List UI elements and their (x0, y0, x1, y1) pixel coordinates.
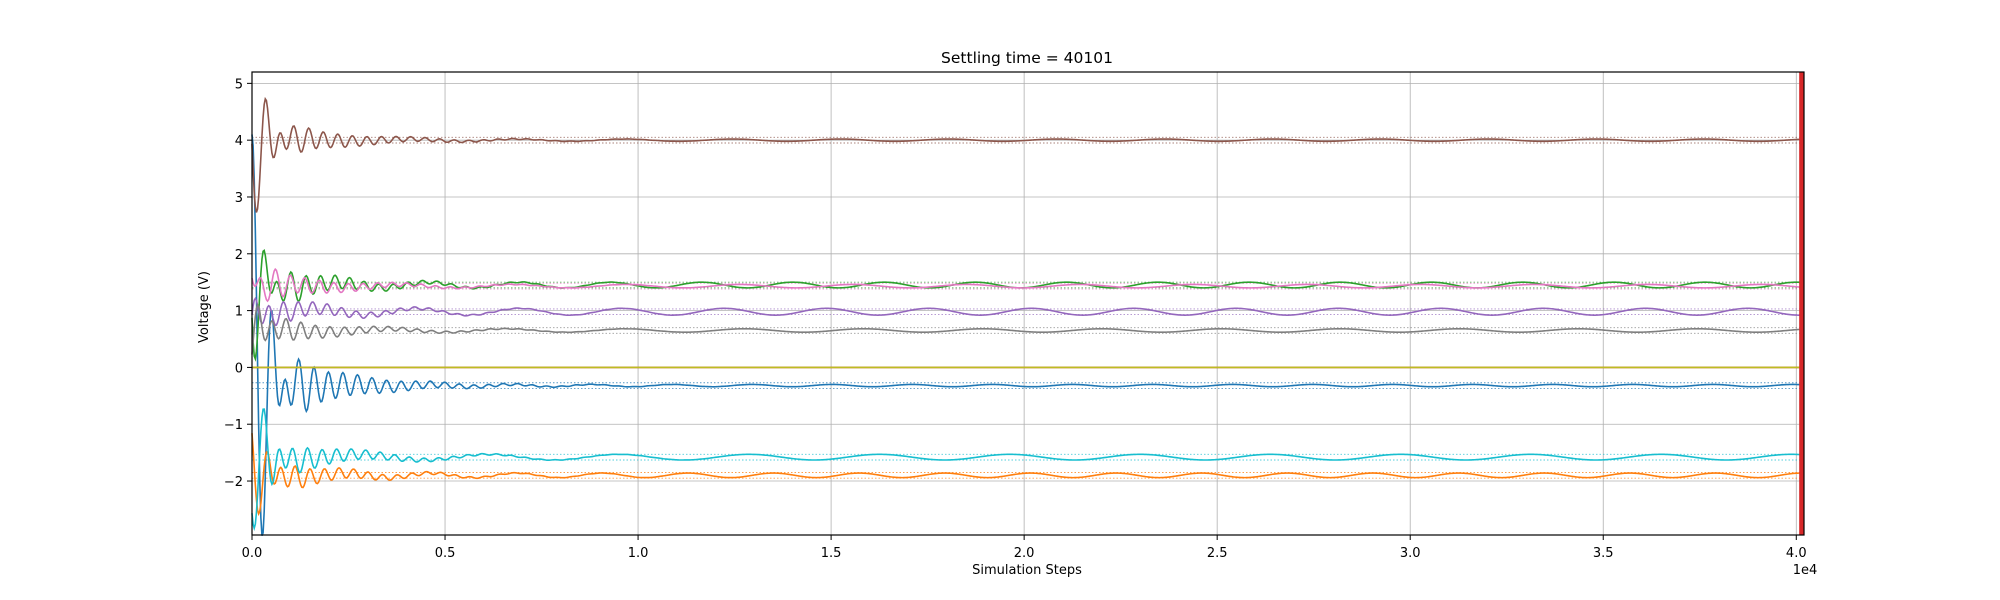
x-tick-label: 4.0 (1786, 546, 1807, 561)
grid (251, 72, 1804, 535)
x-tick-label: 2.0 (1014, 546, 1035, 561)
y-tick-label: 2 (235, 248, 243, 263)
plot-frame (251, 71, 1805, 536)
x-tick-label: 0.0 (242, 546, 263, 561)
y-tick-label: −1 (224, 418, 243, 433)
y-tick-label: 1 (235, 305, 243, 320)
x-axis-offset-label: 1e4 (1793, 563, 1818, 578)
x-tick-label: 1.0 (628, 546, 649, 561)
x-tick-label: 3.5 (1593, 546, 1614, 561)
y-tick-label: 0 (235, 361, 243, 376)
axis-ticks: 0.0 0.5 1.0 1.5 2.0 2.5 3.0 3.5 4.0 −2 −1 0 1 2 3 4 5 (224, 77, 1807, 561)
settling-marker (1799, 72, 1805, 535)
y-tick-label: −2 (224, 475, 243, 490)
series-line (251, 408, 1805, 532)
series-line (251, 303, 1805, 355)
settling-marker-layer (1799, 72, 1805, 535)
series-line (251, 249, 1805, 362)
y-tick-label: 4 (235, 134, 243, 149)
series-line (251, 134, 1805, 537)
x-axis-label: Simulation Steps (972, 563, 1082, 578)
series-line (251, 433, 1805, 517)
series-line (251, 296, 1805, 326)
x-tick-label: 2.5 (1207, 546, 1228, 561)
y-axis-label: Voltage (V) (197, 271, 212, 343)
x-tick-label: 3.0 (1400, 546, 1421, 561)
series-line (251, 267, 1805, 303)
y-tick-label: 5 (235, 77, 243, 92)
y-tick-label: 3 (235, 191, 243, 206)
series-line (251, 96, 1805, 213)
chart-title: Settling time = 40101 (941, 49, 1113, 67)
x-tick-label: 0.5 (435, 546, 456, 561)
series-lines (251, 96, 1805, 537)
x-tick-label: 1.5 (821, 546, 842, 561)
